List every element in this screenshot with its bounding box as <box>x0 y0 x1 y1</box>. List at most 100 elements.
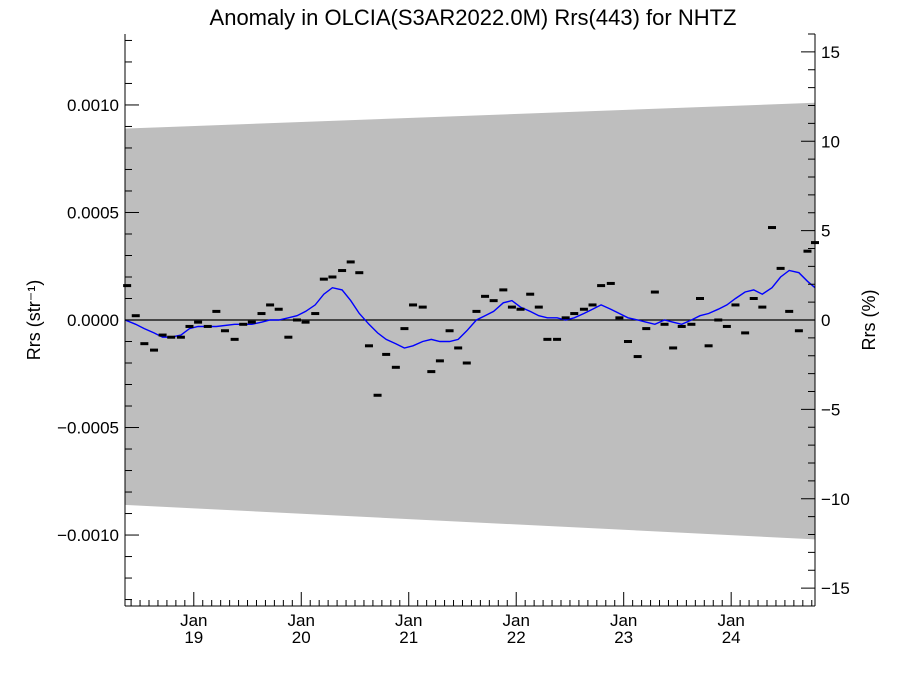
x-tick-label-year: 21 <box>399 628 418 647</box>
data-point <box>714 318 723 322</box>
data-point <box>131 314 140 318</box>
y-right-tick-label: −15 <box>821 579 850 598</box>
data-point <box>364 344 373 348</box>
y-axis-label-right: Rrs (%) <box>859 290 879 351</box>
data-point <box>499 288 508 292</box>
data-point <box>481 294 490 298</box>
data-point <box>274 307 283 311</box>
x-tick-label-month: Jan <box>610 611 637 630</box>
data-point <box>489 299 498 303</box>
data-point <box>427 370 436 374</box>
x-tick-label-month: Jan <box>395 611 422 630</box>
data-point <box>400 327 409 331</box>
data-point <box>623 340 632 344</box>
running-mean-line <box>124 269 816 349</box>
data-point <box>650 290 659 294</box>
data-point <box>615 316 624 320</box>
data-point <box>570 312 579 316</box>
data-point <box>247 320 256 324</box>
x-tick-label-year: 22 <box>507 628 526 647</box>
y-left-tick-label: 0.0005 <box>67 203 119 222</box>
uncertainty-band <box>125 102 815 540</box>
plot-area: 0.0010 0.0005 0.0000 −0.0005 −0.0010 15 10 5 0 −5… <box>57 33 850 647</box>
data-point <box>588 303 597 307</box>
data-point <box>328 275 337 279</box>
data-point <box>391 365 400 369</box>
data-point <box>749 296 758 300</box>
data-point <box>526 292 535 296</box>
y-right-tick-label: 15 <box>821 43 840 62</box>
y-left-tick-label: 0.0010 <box>67 96 119 115</box>
data-point <box>758 305 767 309</box>
data-point <box>606 281 615 285</box>
data-point <box>768 226 777 230</box>
data-point <box>597 284 606 288</box>
y-left-tick-label: 0.0000 <box>67 311 119 330</box>
data-point <box>140 342 149 346</box>
data-point <box>776 266 785 270</box>
data-point <box>266 303 275 307</box>
x-tick-label-year: 24 <box>722 628 741 647</box>
data-point <box>472 309 481 313</box>
data-point <box>167 335 176 339</box>
data-point <box>176 335 185 339</box>
y-left-tick-label: −0.0010 <box>57 526 119 545</box>
data-point <box>203 324 212 328</box>
data-point <box>212 309 221 313</box>
data-point <box>150 348 159 352</box>
y-left-tick-label: −0.0005 <box>57 419 119 438</box>
y-axis-label-left: Rrs (str⁻¹) <box>24 280 44 360</box>
y-right-tick-label: −10 <box>821 490 850 509</box>
data-point <box>507 305 516 309</box>
x-tick-label-year: 23 <box>614 628 633 647</box>
x-tick-label-year: 19 <box>184 628 203 647</box>
data-point <box>731 303 740 307</box>
data-point <box>230 337 239 341</box>
data-point <box>633 355 642 359</box>
data-point <box>516 307 525 311</box>
data-point <box>123 284 132 288</box>
data-point <box>158 333 167 337</box>
data-point <box>319 277 328 281</box>
y-right-tick-label: 0 <box>821 311 830 330</box>
data-point <box>292 318 301 322</box>
data-point <box>220 329 229 333</box>
data-point <box>338 269 347 273</box>
data-point <box>194 320 203 324</box>
chart-title: Anomaly in OLCIA(S3AR2022.0M) Rrs(443) f… <box>210 5 737 30</box>
data-point <box>794 329 803 333</box>
x-tick-label-month: Jan <box>717 611 744 630</box>
data-point <box>543 337 552 341</box>
data-point <box>445 329 454 333</box>
data-point <box>579 307 588 311</box>
x-tick-label-month: Jan <box>503 611 530 630</box>
x-tick-label-month: Jan <box>180 611 207 630</box>
data-point <box>741 331 750 335</box>
data-point <box>301 320 310 324</box>
data-point <box>677 324 686 328</box>
data-point <box>704 344 713 348</box>
y-right-tick-label: −5 <box>821 400 840 419</box>
y-right-tick-label: 10 <box>821 132 840 151</box>
data-point <box>660 322 669 326</box>
data-point <box>561 316 570 320</box>
y-right-tick-label: 5 <box>821 222 830 241</box>
data-point <box>669 346 678 350</box>
data-point <box>355 271 364 275</box>
data-point <box>642 327 651 331</box>
data-point <box>687 322 696 326</box>
data-point <box>185 324 194 328</box>
data-point <box>696 296 704 300</box>
x-tick-label-year: 20 <box>292 628 311 647</box>
data-point <box>803 249 812 253</box>
data-point <box>534 305 543 309</box>
data-point <box>257 312 266 316</box>
data-point <box>722 324 731 328</box>
data-point <box>462 361 471 365</box>
data-point <box>346 260 355 264</box>
data-point <box>553 337 562 341</box>
data-point <box>284 335 293 339</box>
data-point <box>311 312 320 316</box>
data-point <box>239 322 248 326</box>
